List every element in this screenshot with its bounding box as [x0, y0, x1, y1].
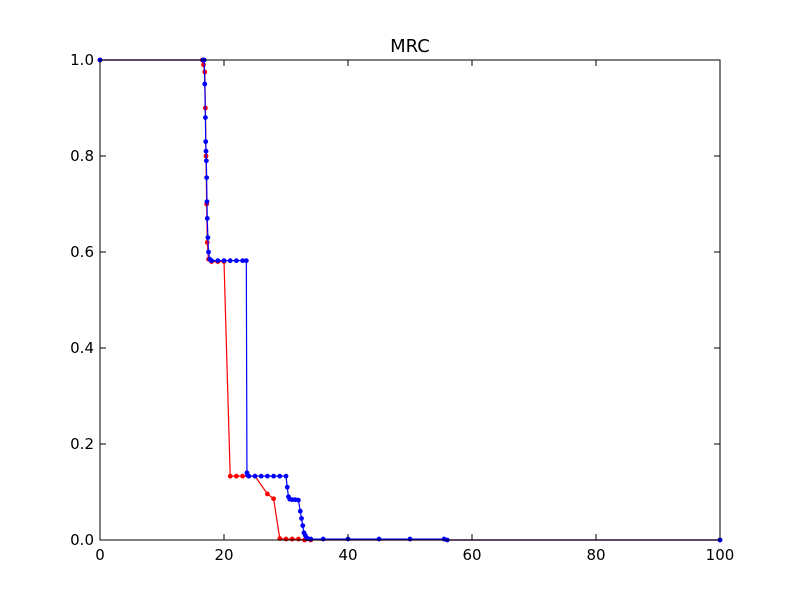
y-tick-label: 0.2 [70, 435, 94, 453]
x-tick-label: 100 [706, 546, 735, 564]
series-1-point [204, 175, 210, 181]
plot-frame [99, 59, 721, 541]
series-1 [97, 57, 723, 543]
series-1-point [209, 258, 215, 264]
series-1-point [203, 148, 209, 154]
series-1-point [296, 497, 301, 503]
x-tick-label: 60 [462, 546, 481, 564]
series-1-point [299, 516, 304, 521]
x-tick-label: 40 [338, 546, 357, 564]
series-0-point [240, 473, 246, 479]
series-1-point [297, 508, 303, 514]
series-1-line [100, 59, 720, 541]
series-1-point [205, 235, 211, 241]
series-1-point [204, 216, 210, 221]
series-0-point [283, 536, 289, 542]
y-tick-label: 0.8 [70, 147, 94, 165]
series-layer [97, 57, 723, 543]
chart-title: MRC [390, 36, 430, 57]
series-1-point [227, 258, 233, 264]
series-1-point [265, 473, 270, 479]
series-0 [97, 57, 723, 543]
series-0-point [271, 496, 276, 502]
series-1-point [308, 536, 314, 542]
x-tick-label: 80 [586, 546, 605, 564]
ticks-layer: 0 20 40 60 80 100 0.0 0.2 0.4 0.6 0.8 1.0 [70, 51, 734, 564]
series-0-point [227, 473, 233, 479]
y-tick-label: 0.6 [70, 243, 94, 261]
series-1-point [243, 258, 249, 264]
series-0-point [296, 536, 301, 542]
series-1-point [376, 536, 382, 542]
y-tick-label: 0.0 [70, 531, 94, 549]
series-1-point [203, 115, 208, 120]
series-1-point [252, 473, 258, 479]
series-0-point [204, 240, 210, 245]
series-1-point [246, 473, 252, 479]
series-1-point [203, 158, 209, 164]
series-1-point [203, 139, 209, 145]
series-1-point [277, 473, 283, 479]
series-1-point [283, 473, 289, 479]
series-1-point [300, 523, 306, 528]
x-tick-label: 20 [214, 546, 233, 564]
series-1-point [258, 473, 264, 479]
series-0-point [234, 473, 239, 479]
series-1-point [206, 249, 211, 255]
series-0-line [100, 59, 720, 541]
series-1-point [221, 258, 227, 264]
series-0-point [265, 491, 270, 497]
x-tick-label: 0 [95, 546, 105, 564]
y-tick-label: 0.4 [70, 339, 94, 357]
series-1-point [407, 536, 413, 542]
series-0-point [201, 62, 206, 68]
series-1-point [284, 484, 290, 490]
series-1-point [215, 258, 221, 264]
series-1-point [271, 473, 276, 479]
series-1-point [202, 81, 208, 87]
series-1-point [204, 199, 210, 205]
series-1-point [240, 258, 246, 264]
series-1-point [234, 258, 239, 264]
y-tick-label: 1.0 [70, 51, 94, 69]
series-0-point [289, 536, 295, 542]
series-1-point [320, 536, 326, 542]
